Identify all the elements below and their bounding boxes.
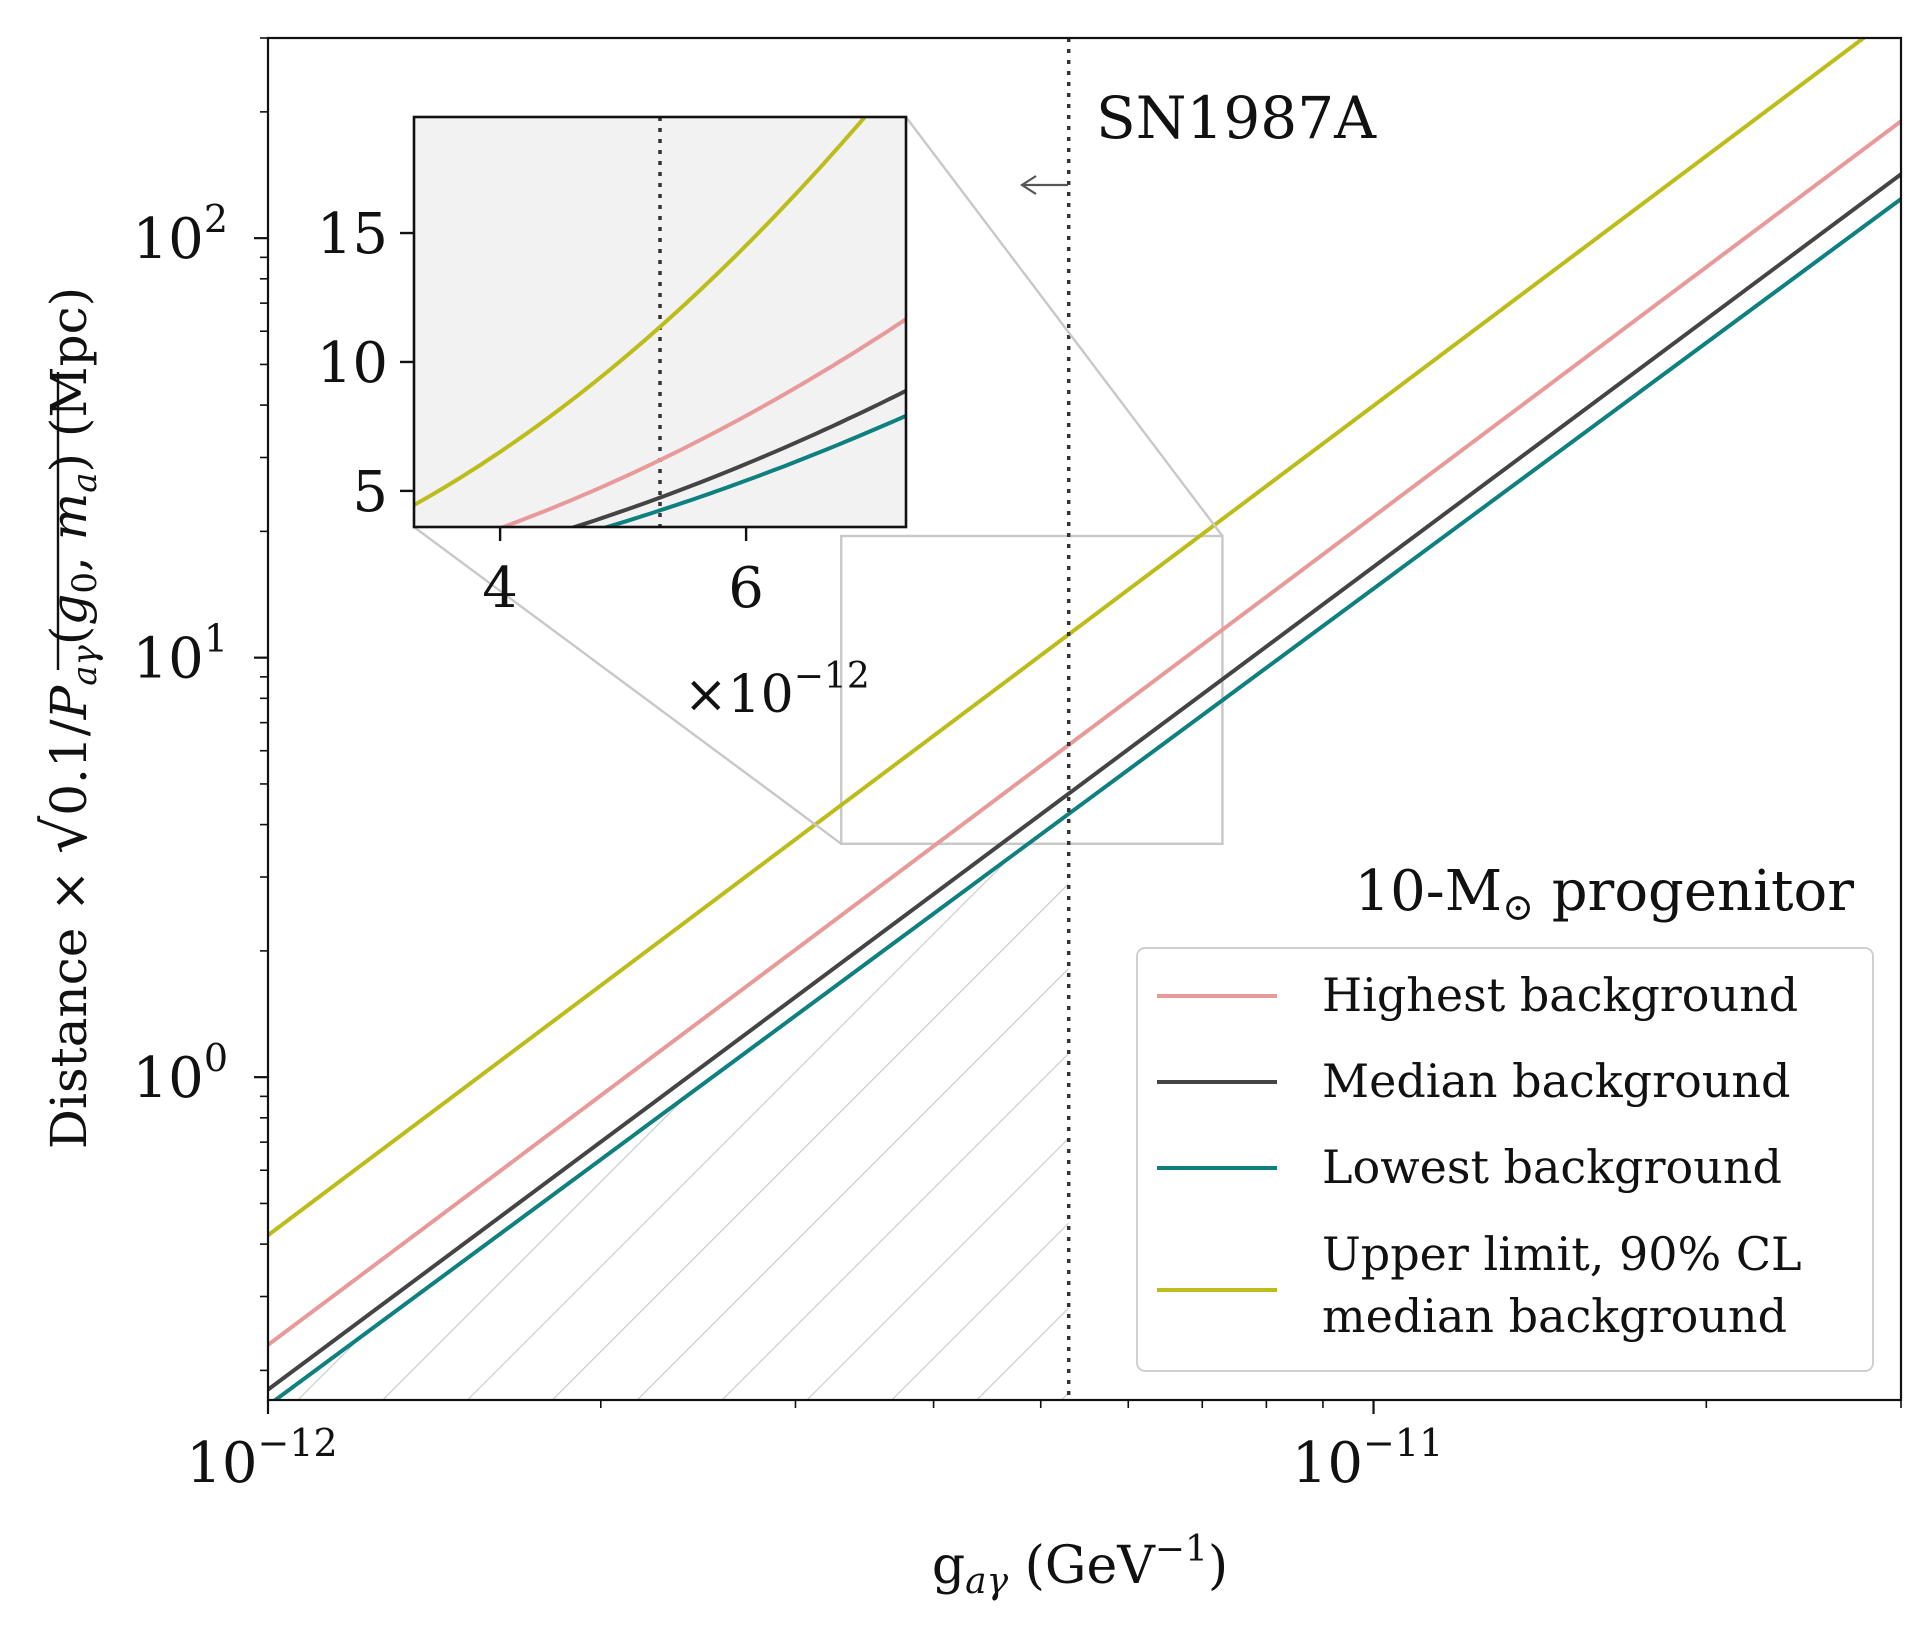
zoom-connectors bbox=[413, 116, 1224, 845]
y-tick-label-1: 101 bbox=[133, 617, 228, 692]
y-label-comma: , bbox=[40, 540, 98, 572]
inset-y-tick-label-2: 15 bbox=[317, 202, 388, 267]
y-tick-exp-0: 0 bbox=[204, 1036, 228, 1080]
y-label-radicand: 0.1/ bbox=[40, 719, 98, 816]
zoom-connector-bottom bbox=[413, 526, 842, 845]
x-axis-label: gaγ (GeV−1) bbox=[932, 1529, 1228, 1602]
legend-label-upper-limit-line2: median background bbox=[1322, 1289, 1787, 1343]
inset-axes-frame bbox=[412, 115, 908, 529]
y-tick-base-0: 10 bbox=[133, 1046, 204, 1111]
y-label-Psub: aγ bbox=[65, 644, 105, 685]
y-label-open: ( bbox=[40, 626, 98, 646]
y-label-m: m bbox=[40, 493, 98, 540]
y-label-msub: a bbox=[65, 472, 105, 492]
inset-y-tick-label-0: 5 bbox=[352, 460, 388, 525]
legend-label-upper-limit-line1: Upper limit, 90% CL bbox=[1322, 1227, 1802, 1281]
x-tick-exp-0: −12 bbox=[258, 1421, 338, 1465]
y-tick-base-2: 10 bbox=[133, 207, 204, 272]
y-label-close: ) bbox=[40, 453, 98, 473]
x-label-sub: aγ bbox=[965, 1561, 1008, 1602]
inset-y-tick-label-1: 10 bbox=[317, 331, 388, 396]
inset-plot: 4 6 5 10 15 ×10−12 bbox=[317, 115, 908, 725]
zoom-indicator bbox=[840, 534, 1224, 845]
x-label-close: ) bbox=[1208, 1536, 1228, 1596]
y-tick-exp-1: 1 bbox=[204, 617, 228, 661]
main-series-group bbox=[268, 38, 1901, 1400]
x-tick-base-1: 10 bbox=[1292, 1431, 1363, 1496]
x-tick-label-1: 10−11 bbox=[1292, 1421, 1443, 1496]
y-tick-base-1: 10 bbox=[133, 627, 204, 692]
legend-title-suffix: progenitor bbox=[1534, 859, 1854, 924]
x-label-sup: −1 bbox=[1155, 1529, 1208, 1570]
y-tick-label-0: 100 bbox=[133, 1036, 228, 1111]
legend: 10-M⊙ progenitor Highest background Medi… bbox=[1136, 859, 1874, 1372]
x-label-main: g bbox=[932, 1536, 965, 1596]
inset-x-offset: ×10−12 bbox=[684, 656, 870, 725]
y-label-g: g bbox=[40, 594, 98, 626]
left-arrow-icon bbox=[1019, 175, 1068, 195]
x-label-rest: (GeV bbox=[1008, 1536, 1156, 1596]
series-line-0 bbox=[268, 119, 1901, 1347]
inset-x-offset-prefix: ×10 bbox=[684, 665, 794, 725]
legend-label-lowest: Lowest background bbox=[1322, 1140, 1782, 1194]
legend-box bbox=[1136, 947, 1874, 1372]
zoom-connector-top bbox=[905, 116, 1224, 537]
inset-x-tick-label-0: 4 bbox=[482, 556, 518, 621]
inset-series-line-3 bbox=[414, 117, 868, 507]
inset-x-tick-label-1: 6 bbox=[728, 556, 764, 621]
inset-ticks: 4 6 5 10 15 bbox=[317, 202, 764, 621]
inset-background bbox=[414, 117, 906, 527]
inset-x-offset-exp: −12 bbox=[794, 656, 870, 697]
legend-title-prefix: 10-M bbox=[1355, 859, 1503, 924]
inset-series-group bbox=[414, 117, 906, 527]
x-tick-base-0: 10 bbox=[186, 1431, 257, 1496]
legend-label-highest: Highest background bbox=[1322, 968, 1798, 1022]
legend-label-median: Median background bbox=[1322, 1054, 1791, 1108]
y-tick-exp-2: 2 bbox=[204, 197, 228, 241]
series-line-3 bbox=[268, 38, 1867, 1237]
y-axis-label: Distance × √0.1/Paγ(g0, ma) (Mpc) bbox=[31, 287, 105, 1149]
y-label-sqrt: √ bbox=[31, 815, 101, 854]
legend-title: 10-M⊙ progenitor bbox=[1355, 859, 1855, 929]
legend-entry-upper-limit: Upper limit, 90% CL median background bbox=[1157, 1227, 1802, 1343]
y-tick-label-2: 102 bbox=[133, 197, 228, 272]
legend-title-sub: ⊙ bbox=[1502, 885, 1534, 929]
main-axes-frame bbox=[266, 36, 1903, 1402]
x-tick-exp-1: −11 bbox=[1363, 1421, 1443, 1465]
y-label-gsub: 0 bbox=[65, 572, 105, 594]
y-label-unit: (Mpc) bbox=[40, 287, 98, 453]
inset-series-line-2 bbox=[600, 413, 906, 527]
legend-entry-lowest: Lowest background bbox=[1157, 1140, 1782, 1194]
series-line-2 bbox=[271, 197, 1901, 1400]
y-label-P: P bbox=[40, 684, 98, 720]
zoom-box bbox=[840, 534, 1224, 845]
sn1987a-label: SN1987A bbox=[1096, 84, 1377, 152]
y-label-prefix: Distance × bbox=[40, 854, 98, 1149]
inset-series-line-1 bbox=[568, 389, 906, 527]
series-line-1 bbox=[268, 172, 1901, 1392]
hatched-exclusion-region bbox=[268, 813, 1069, 1400]
legend-entry-highest: Highest background bbox=[1157, 968, 1798, 1022]
x-tick-label-0: 10−12 bbox=[186, 1421, 337, 1496]
inset-series-line-0 bbox=[497, 317, 906, 527]
legend-entry-median: Median background bbox=[1157, 1054, 1791, 1108]
